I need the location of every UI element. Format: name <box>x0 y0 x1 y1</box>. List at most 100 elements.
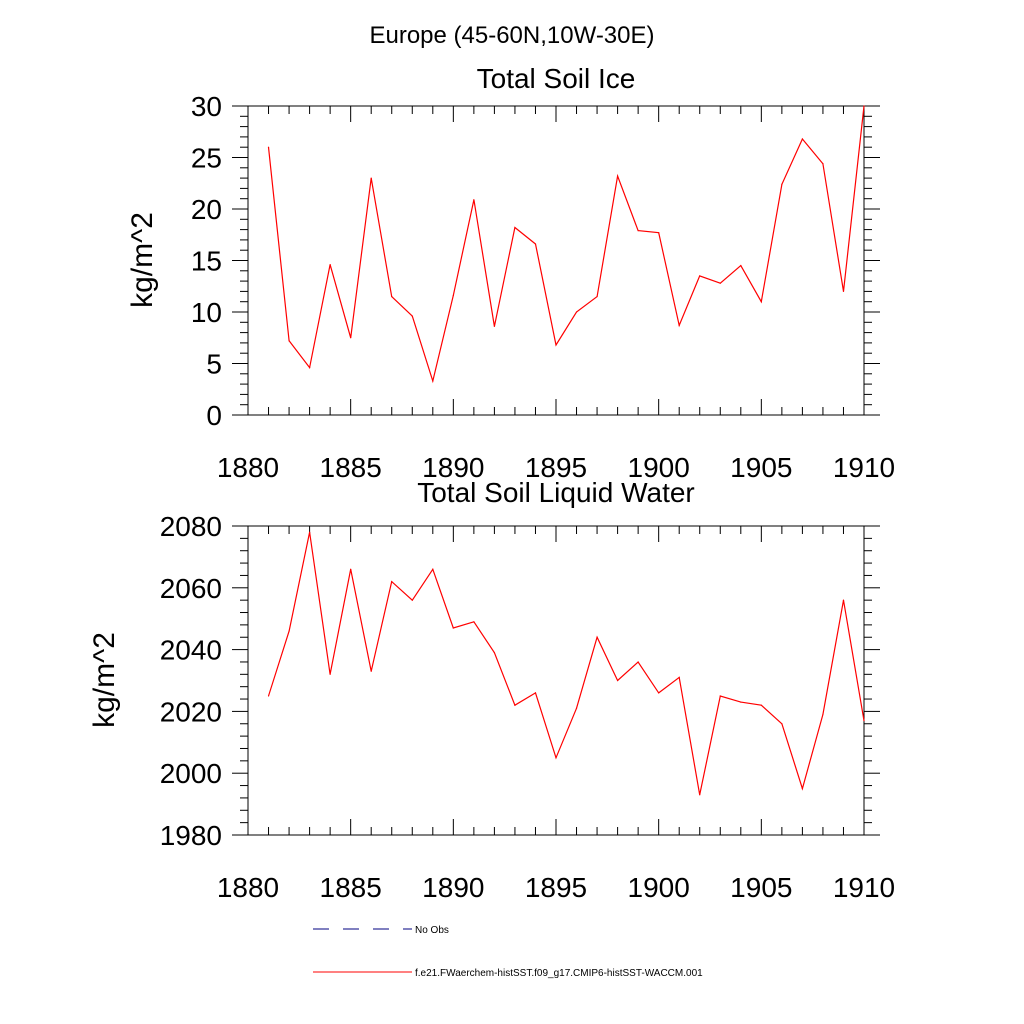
data-point <box>596 295 598 298</box>
data-point <box>658 692 660 694</box>
data-point <box>329 264 331 266</box>
data-point <box>719 282 721 284</box>
x-tick-label: 1910 <box>833 872 895 903</box>
data-point <box>534 243 537 245</box>
x-tick-label: 1910 <box>833 452 895 483</box>
x-tick-label: 1895 <box>525 872 587 903</box>
data-point <box>617 679 619 682</box>
y-tick-label: 2020 <box>160 696 222 727</box>
y-tick-label: 25 <box>191 143 222 174</box>
y-tick-label: 1980 <box>160 820 222 851</box>
x-tick-label: 1880 <box>217 452 279 483</box>
data-point <box>391 295 393 298</box>
plot-frame <box>247 105 865 416</box>
data-point <box>678 676 680 679</box>
data-point <box>267 146 270 148</box>
data-point <box>617 175 619 177</box>
x-tick-label: 1900 <box>628 872 690 903</box>
data-point <box>863 105 865 107</box>
data-point <box>781 723 783 725</box>
y-axis-label: kg/m^2 <box>88 632 121 728</box>
data-point <box>288 340 290 342</box>
data-point <box>514 226 516 229</box>
y-tick-label: 20 <box>191 194 222 225</box>
data-point <box>350 568 352 570</box>
data-point <box>432 568 434 570</box>
legend: No Obs f.e21.FWaerchem-histSST.f09_g17.CM… <box>313 925 703 979</box>
data-point <box>309 531 311 533</box>
y-tick-label: 0 <box>206 400 222 431</box>
plot-frame <box>247 525 865 836</box>
data-point <box>452 294 454 297</box>
data-point <box>781 183 783 185</box>
data-point <box>699 275 701 277</box>
x-tick-label: 1880 <box>217 872 279 903</box>
y-tick-label: 2060 <box>160 573 222 604</box>
x-tick-label: 1905 <box>730 452 792 483</box>
data-point <box>822 713 824 716</box>
data-point <box>493 325 495 328</box>
panel-title: Total Soil Ice <box>477 63 636 94</box>
data-point <box>391 581 393 583</box>
y-tick-label: 5 <box>206 349 222 380</box>
data-point <box>534 692 537 694</box>
panel-title: Total Soil Liquid Water <box>417 477 695 508</box>
legend-label: f.e21.FWaerchem-histSST.f09_g17.CMIP6-hi… <box>415 968 703 979</box>
series-line <box>267 532 865 795</box>
data-point <box>801 788 804 790</box>
y-tick-label: 2040 <box>160 635 222 666</box>
data-point <box>842 599 845 601</box>
data-point <box>432 380 434 382</box>
panel-total-soil-ice: 1880 1885 1890 1895 1900 1905 1910 0 5 10 15 20 25 30… <box>126 63 895 483</box>
data-point <box>575 311 578 313</box>
data-point <box>267 695 270 697</box>
data-point <box>596 636 598 638</box>
data-point <box>863 720 865 722</box>
series-line <box>267 105 865 384</box>
data-point <box>309 367 311 369</box>
data-point <box>370 670 372 672</box>
data-point <box>760 301 762 303</box>
x-tick-label: 1885 <box>320 452 382 483</box>
y-tick-label: 10 <box>191 297 222 328</box>
data-point <box>493 652 495 654</box>
figure-title: Europe (45-60N,10W-30E) <box>369 22 654 49</box>
data-point <box>473 199 475 201</box>
data-point <box>760 704 762 706</box>
data-point <box>473 621 475 623</box>
x-tick-label: 1890 <box>422 872 484 903</box>
y-tick-label: 2080 <box>160 511 222 542</box>
data-point <box>637 661 639 663</box>
data-point <box>740 265 742 267</box>
y-tick-label: 2000 <box>160 758 222 789</box>
data-point <box>719 695 721 697</box>
y-axis-label: kg/m^2 <box>126 212 159 308</box>
data-point <box>411 315 413 317</box>
legend-label: No Obs <box>415 925 449 936</box>
data-point <box>740 701 742 703</box>
y-tick-label: 30 <box>191 91 222 122</box>
data-point <box>658 232 660 234</box>
data-point <box>370 177 372 179</box>
data-point <box>801 138 804 140</box>
data-point <box>555 757 557 759</box>
data-point <box>637 230 639 232</box>
x-tick-label: 1905 <box>730 872 792 903</box>
data-point <box>822 163 824 165</box>
data-point <box>514 704 516 706</box>
data-point <box>288 630 290 632</box>
data-point <box>350 337 352 339</box>
data-point <box>555 344 557 346</box>
data-point <box>329 673 331 675</box>
data-point <box>411 599 413 601</box>
data-point <box>842 290 845 292</box>
data-point <box>575 707 578 709</box>
y-tick-label: 15 <box>191 246 222 277</box>
data-point <box>699 794 701 796</box>
data-point <box>452 627 454 629</box>
x-tick-label: 1900 <box>628 452 690 483</box>
x-tick-label: 1890 <box>422 452 484 483</box>
panel-total-soil-liquid-water: 1880 1885 1890 1895 1900 1905 1910 1980 2000 2020… <box>88 477 895 903</box>
x-tick-label: 1885 <box>320 872 382 903</box>
